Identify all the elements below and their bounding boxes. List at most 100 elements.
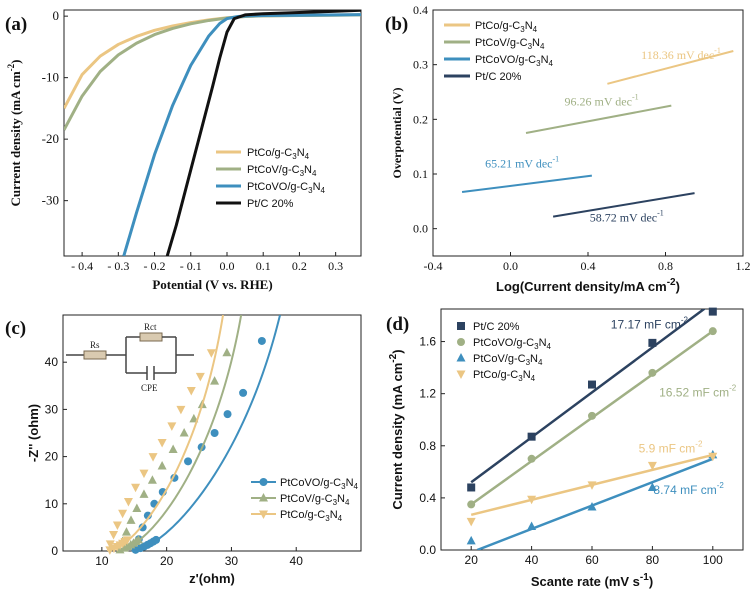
x-tick-label: 0.0 xyxy=(503,259,518,273)
data-point-circle xyxy=(457,338,465,346)
data-point-triangle-up xyxy=(126,515,136,524)
x-tick-label: - 0.2 xyxy=(144,259,166,273)
data-point-triangle-down xyxy=(148,453,158,462)
data-point-triangle-up xyxy=(139,489,149,498)
data-point-square xyxy=(467,483,476,492)
tafel-line-2 xyxy=(461,174,593,194)
linear-fit-2 xyxy=(476,457,714,550)
x-tick-label: 0.8 xyxy=(658,259,673,273)
tafel-slope-annotation: 118.36 mV dec-1 xyxy=(641,46,721,62)
legend-label: PtCoV/g-C3N4 xyxy=(475,37,545,51)
x-tick-label: 80 xyxy=(646,553,660,567)
data-point-triangle-up xyxy=(527,521,537,531)
y-tick-label: -20 xyxy=(42,131,59,146)
panel-c-label: (c) xyxy=(5,318,26,339)
data-point-triangle-up xyxy=(647,482,657,491)
resistor-rct xyxy=(139,332,163,342)
x-tick-label: - 0.3 xyxy=(107,259,129,273)
data-point-triangle-up xyxy=(587,502,597,511)
data-point-triangle-down xyxy=(157,438,167,448)
tafel-slope-annotation: 96.26 mV dec-1 xyxy=(565,93,639,109)
data-point-square xyxy=(588,380,596,389)
x-tick-label: 20 xyxy=(465,553,479,567)
data-point-circle xyxy=(138,523,147,532)
data-point-triangle-down xyxy=(167,422,177,431)
x-tick-label: 0.1 xyxy=(256,259,271,273)
y-axis-title: Current density (mA cm-2) xyxy=(388,349,405,509)
data-point-triangle-up xyxy=(168,444,178,454)
data-point-triangle-down xyxy=(123,497,133,507)
data-point-circle xyxy=(467,500,476,509)
panel-b-label: (b) xyxy=(385,14,408,35)
panel-c: (c) Rs Rct CPE 10 20 30 40 0 10 20 30 40 z'(ohm) -Z'' … xyxy=(5,314,362,586)
inset-label-cpe: CPE xyxy=(141,383,158,393)
data-point-circle xyxy=(143,511,152,520)
data-point-triangle-down xyxy=(587,481,597,490)
capacitance-annotation: 5.9 mF cm-2 xyxy=(639,439,703,455)
data-point-triangle-down xyxy=(206,349,216,358)
data-point-triangle-up xyxy=(456,353,466,362)
x-tick-label: 40 xyxy=(525,553,539,567)
data-point-triangle-down xyxy=(708,452,718,462)
data-point-circle xyxy=(257,336,266,345)
nyquist-curve-2 xyxy=(106,315,224,551)
y-tick-label: 0 xyxy=(53,8,60,23)
y-tick-label: -10 xyxy=(42,70,59,85)
legend-label: Pt/C 20% xyxy=(247,198,294,210)
y-tick-label: 30 xyxy=(45,402,59,416)
tafel-line-1 xyxy=(525,104,672,134)
y-tick-label: 0.2 xyxy=(413,112,428,126)
y-tick-label: 0 xyxy=(51,544,58,558)
legend-label: PtCo/g-C3N4 xyxy=(473,369,536,383)
panel-d: (d) 17.17 mF cm-2 16.52 mF cm-2 8.74 mF cm-… xyxy=(386,307,744,589)
capacitance-annotation: 17.17 mF cm-2 xyxy=(611,316,689,332)
data-point-triangle-up xyxy=(466,535,476,545)
y-tick-label: 0.0 xyxy=(419,543,436,557)
legend-label: PtCoV/g-C3N4 xyxy=(247,164,317,178)
data-point-triangle-down xyxy=(131,483,141,493)
capacitance-annotation: 8.74 mF cm-2 xyxy=(653,481,724,497)
data-point-triangle-down xyxy=(456,370,466,379)
linear-fit-0 xyxy=(470,309,707,484)
y-axis-title: Overpotential (V) xyxy=(390,88,404,179)
polarization-curve-3 xyxy=(165,10,361,256)
data-point-triangle-down xyxy=(139,469,149,479)
data-point-circle xyxy=(259,478,268,486)
data-point-circle xyxy=(223,410,232,419)
legend-label: Pt/C 20% xyxy=(475,71,522,83)
data-point-triangle-down xyxy=(112,521,122,531)
x-tick-label: 1.2 xyxy=(736,259,751,273)
x-tick-label: 0.0 xyxy=(219,259,234,273)
tafel-slope-annotation: 65.21 mV dec-1 xyxy=(485,154,559,170)
inset-label-rs: Rs xyxy=(90,340,100,350)
panel-a-label: (a) xyxy=(5,14,27,35)
legend-label: PtCo/g-C3N4 xyxy=(247,147,310,161)
legend-label: Pt/C 20% xyxy=(473,321,520,333)
data-point-triangle-up xyxy=(222,347,232,357)
panel-d-label: (d) xyxy=(386,314,409,335)
data-point-circle xyxy=(184,457,193,466)
data-point-triangle-down xyxy=(176,405,186,415)
x-tick-label: - 0.1 xyxy=(180,259,202,273)
tafel-line-3 xyxy=(552,192,695,218)
y-tick-label: 0.8 xyxy=(419,439,436,453)
x-tick-label: 40 xyxy=(290,554,304,568)
y-tick-label: 20 xyxy=(45,450,59,464)
y-tick-label: 0.0 xyxy=(413,222,428,236)
equivalent-circuit-inset: Rs Rct CPE xyxy=(66,322,194,393)
panel-b: (b) 118.36 mV dec-1 96.26 mV dec-1 65.21 mV… xyxy=(385,3,751,294)
data-point-triangle-down xyxy=(122,536,132,545)
y-tick-label: 40 xyxy=(45,355,59,369)
nyquist-curve-0 xyxy=(131,315,281,551)
legend-label: PtCoV/g-C3N4 xyxy=(280,493,350,507)
polarization-curve-0 xyxy=(64,13,361,110)
data-point-circle xyxy=(239,388,248,397)
x-tick-label: 100 xyxy=(703,553,723,567)
x-tick-label: 30 xyxy=(225,554,239,568)
inset-label-rct: Rct xyxy=(144,322,157,332)
data-point-circle xyxy=(648,368,657,377)
data-point-circle xyxy=(708,327,717,336)
x-tick-label: 0.3 xyxy=(328,259,343,273)
legend-label: PtCo/g-C3N4 xyxy=(280,509,343,523)
data-point-triangle-down xyxy=(186,387,196,396)
